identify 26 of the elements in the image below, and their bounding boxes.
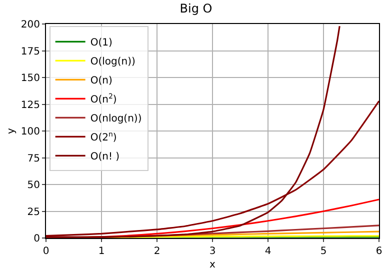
y-tick-label: 25 — [27, 206, 40, 218]
x-tick-label: 0 — [42, 246, 50, 257]
y-axis-title: y — [6, 128, 17, 134]
y-tick-label: 100 — [20, 126, 40, 138]
legend-label: O(nlog(n)) — [90, 114, 142, 125]
legend-label: O(n! ) — [90, 152, 120, 163]
y-tick-label: 200 — [20, 20, 40, 30]
x-tick-label: 3 — [209, 246, 216, 257]
x-tick-label: 2 — [154, 246, 160, 257]
x-tick-label: 5 — [320, 246, 327, 257]
legend-label: O(n$^{2}$) — [90, 92, 117, 106]
legend-label: O(n) — [90, 76, 112, 87]
x-tick-label: 6 — [376, 246, 382, 257]
y-tick-label: 75 — [27, 153, 40, 164]
x-tick-label: 1 — [98, 246, 105, 257]
legend-label: O(log(n)) — [90, 56, 136, 68]
y-tick-label: 0 — [34, 234, 40, 244]
chart-title: Big O — [180, 2, 212, 16]
x-tick-label: 4 — [264, 246, 272, 257]
y-tick-label: 150 — [20, 73, 40, 84]
legend-label: O(1) — [90, 38, 112, 49]
y-tick-label: 50 — [27, 180, 40, 191]
legend-label: O(2$^{n}$) — [90, 130, 117, 144]
y-tick-label: 175 — [20, 46, 40, 58]
y-tick-label: 125 — [20, 100, 40, 111]
x-axis-title: x — [210, 260, 216, 270]
